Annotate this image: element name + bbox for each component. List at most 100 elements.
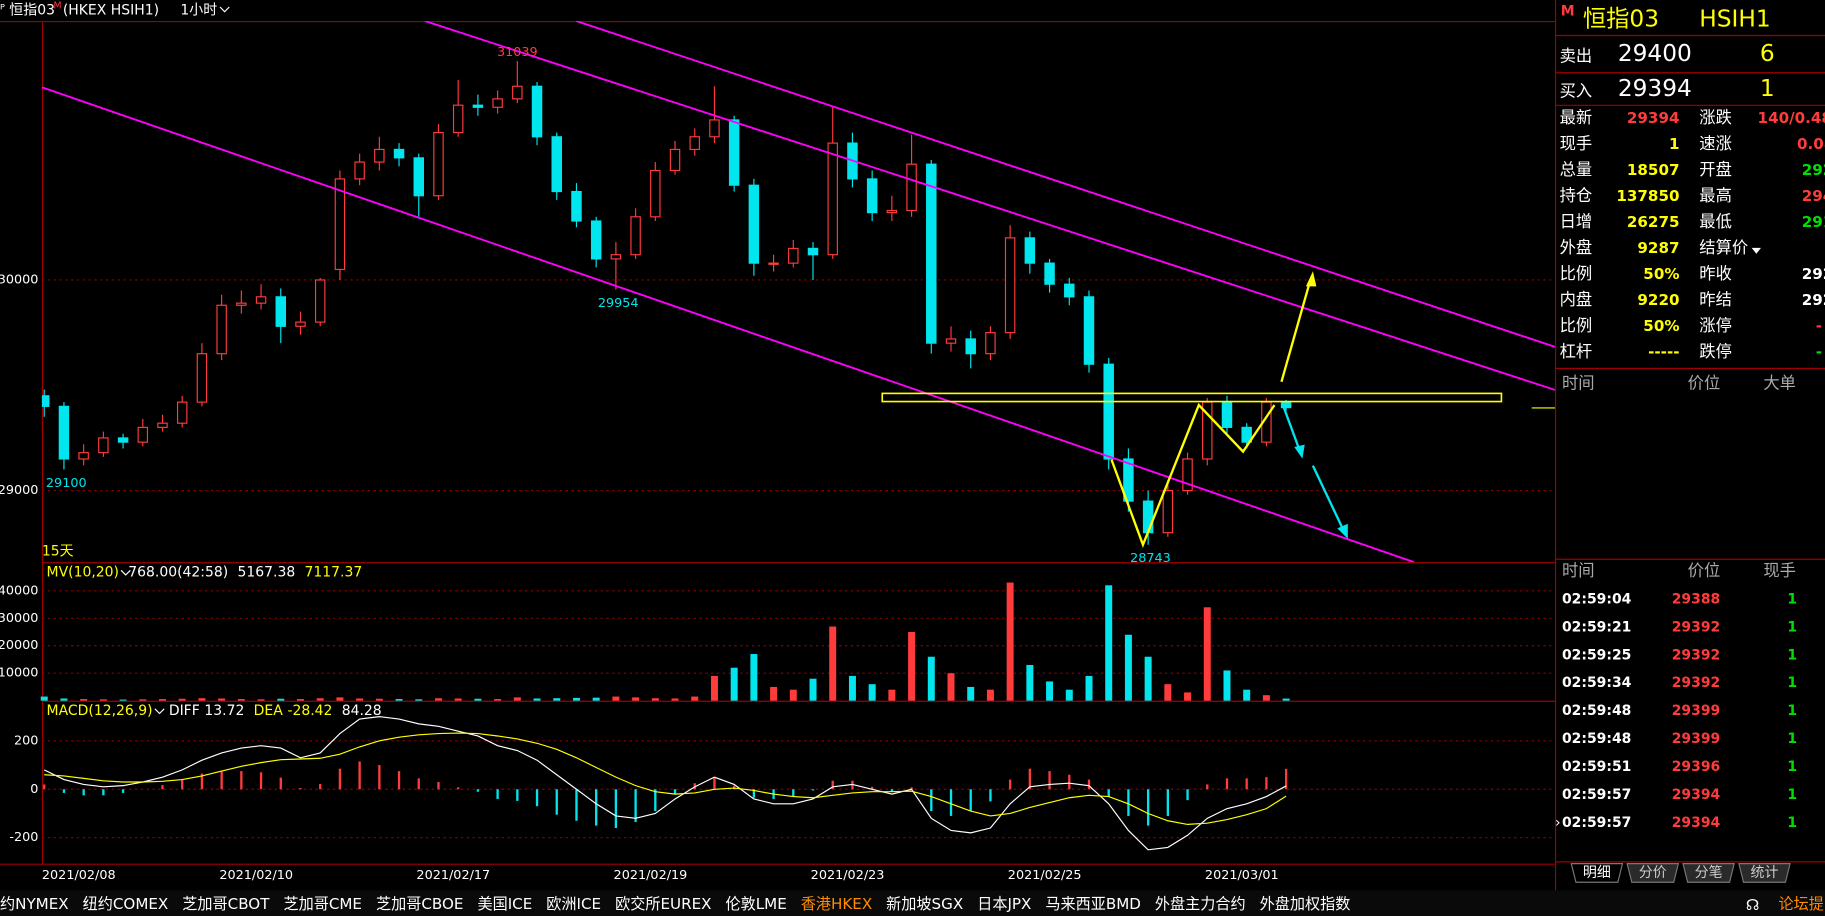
low-label: 29100: [46, 476, 87, 491]
candle-body: [590, 220, 602, 260]
volume-bar: [336, 697, 344, 701]
exchange-tab[interactable]: 芝加哥CME: [283, 895, 362, 913]
volume-bar: [40, 696, 48, 701]
volume-bar: [454, 698, 462, 701]
exchange-tab[interactable]: 纽约COMEX: [83, 895, 169, 913]
candle-body: [216, 304, 227, 355]
quote-label: 总量: [1560, 160, 1593, 179]
settle-dropdown[interactable]: [1751, 247, 1761, 254]
exchange-tab[interactable]: 芝加哥CBOE: [376, 895, 464, 913]
volume-bar: [789, 689, 797, 701]
tab[interactable]: [1570, 863, 1624, 883]
tab-label[interactable]: 统计: [1751, 865, 1779, 881]
arrow-head: [1294, 444, 1305, 459]
quote-label: 现手: [1560, 134, 1593, 153]
tab-label[interactable]: 分价: [1639, 865, 1667, 881]
candle-body: [1004, 237, 1016, 334]
volume-bar: [730, 667, 738, 701]
exchange-tab[interactable]: 欧交所EUREX: [615, 895, 711, 913]
x-tick-label: 2021/02/08: [42, 868, 116, 883]
volume-bar: [927, 656, 935, 701]
indicator-chevron[interactable]: [154, 708, 165, 715]
indicator-chevron[interactable]: [120, 569, 131, 576]
period-chevron[interactable]: [219, 6, 230, 13]
tab-label[interactable]: 明细: [1583, 865, 1611, 881]
quote-label: 内盘: [1560, 290, 1593, 309]
quote-label: 持仓: [1560, 186, 1593, 205]
header-code: (HKEX HSIH1): [63, 2, 159, 18]
exchange-tab[interactable]: 香港HKEX: [801, 895, 872, 913]
trade-cell: 29392: [1672, 647, 1721, 663]
tab[interactable]: [1682, 863, 1735, 883]
volume-bar: [474, 698, 482, 701]
candle-body: [295, 321, 306, 327]
tab-label[interactable]: 分笔: [1695, 865, 1723, 881]
quote-value: 50%: [1643, 317, 1679, 335]
exchange-tab[interactable]: 新加坡SGX: [886, 895, 963, 913]
trade-cell: 02:59:21: [1562, 619, 1631, 635]
column-header: 价位: [1688, 561, 1721, 580]
candle-body: [236, 302, 247, 306]
quote-value: -: [1816, 317, 1822, 335]
tab[interactable]: [1738, 863, 1791, 883]
quote-value: 294: [1802, 187, 1825, 205]
candle-body: [1083, 296, 1095, 365]
indicator-label: 768.00(42:58): [128, 565, 228, 581]
candle-body: [945, 338, 957, 344]
tab[interactable]: [1626, 863, 1680, 883]
arrow-down: [1311, 465, 1345, 531]
exchange-tab[interactable]: 马来西亚BMD: [1045, 895, 1141, 913]
volume-bar: [434, 698, 442, 701]
quote-value: 137850: [1616, 187, 1679, 205]
marker-box: [1560, 4, 1575, 20]
volume-bar: [1184, 692, 1192, 701]
candle-body: [630, 216, 641, 256]
volume-bar: [888, 689, 896, 701]
volume-bar: [494, 699, 502, 701]
quote-label: 结算价: [1699, 238, 1748, 257]
volume-bar: [80, 699, 88, 701]
exchange-tab[interactable]: 外盘主力合约: [1155, 895, 1246, 913]
trade-cell: 29394: [1672, 815, 1721, 831]
candle-body: [965, 338, 976, 355]
forum-link[interactable]: 论坛提: [1778, 895, 1823, 913]
x-tick-label: 2021/02/23: [811, 868, 885, 883]
volume-bar: [1282, 698, 1290, 701]
candle-body: [1241, 426, 1252, 443]
candle-body: [41, 395, 50, 407]
ask-price: 29400: [1618, 40, 1692, 67]
exchange-tab[interactable]: 美国ICE: [477, 895, 532, 913]
quote-value: 292: [1802, 265, 1825, 283]
y-tick-label: 40000: [0, 583, 38, 598]
candle-body: [1064, 283, 1075, 298]
header-period[interactable]: 1小时: [180, 2, 217, 18]
quote-value: 292: [1802, 161, 1825, 179]
exchange-tab[interactable]: 约NYMEX: [0, 895, 69, 913]
volume-bar: [99, 699, 107, 701]
arrow-head: [1305, 271, 1317, 287]
x-tick-label: 2021/02/19: [614, 868, 688, 883]
trade-cell: 1: [1787, 591, 1797, 607]
quote-value: 18507: [1627, 161, 1680, 179]
trade-cell: 02:59:57: [1562, 815, 1631, 831]
volume-bar: [375, 698, 383, 701]
exchange-tab[interactable]: 伦敦LME: [725, 895, 786, 913]
quote-value: 29394: [1627, 109, 1680, 127]
trade-cell: 29388: [1672, 591, 1721, 607]
trade-cell: 1: [1787, 759, 1797, 775]
volume-bar: [908, 632, 916, 701]
candle-body: [452, 104, 464, 134]
volume-bar: [632, 697, 640, 701]
trade-cell: 1: [1787, 815, 1797, 831]
exchange-tab[interactable]: 芝加哥CBOT: [182, 895, 270, 913]
arrow-down: [1282, 406, 1302, 453]
candle-body: [334, 178, 346, 271]
exchange-tab[interactable]: 日本JPX: [977, 895, 1031, 913]
macd-dea-line: [44, 732, 1287, 825]
exchange-tab[interactable]: 欧洲ICE: [546, 895, 601, 913]
candle-body: [788, 247, 799, 264]
candle-body: [492, 98, 503, 108]
indicator-label: 84.28: [342, 703, 382, 719]
exchange-tab[interactable]: 外盘加权指数: [1260, 895, 1351, 913]
volume-bar: [967, 686, 975, 701]
